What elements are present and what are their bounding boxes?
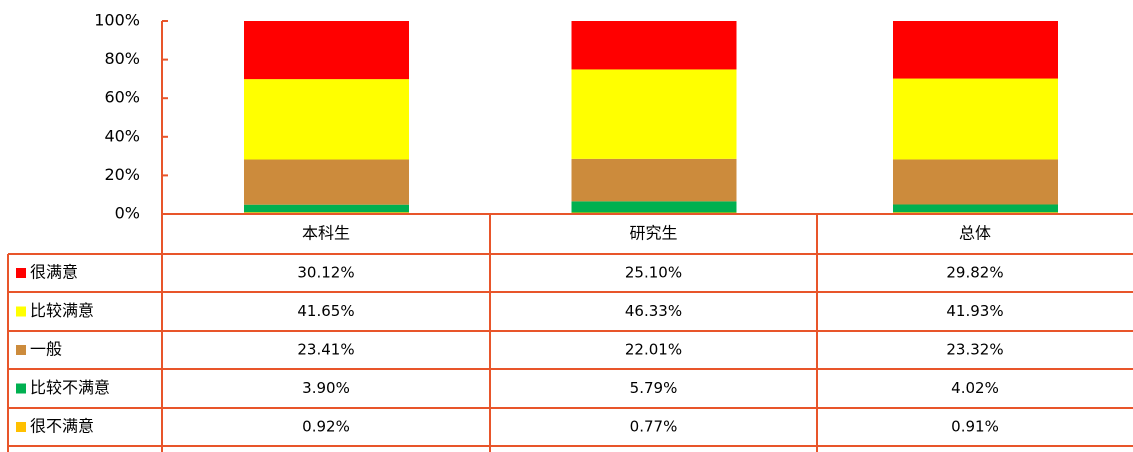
bar-segment <box>244 21 409 80</box>
legend-swatch <box>16 422 26 432</box>
legend-label: 很满意 <box>30 263 78 282</box>
legend-swatch <box>16 345 26 355</box>
bar-segment <box>893 78 1058 160</box>
bar-segment <box>244 204 409 213</box>
legend-label: 很不满意 <box>30 417 94 436</box>
category-label: 总体 <box>959 224 991 243</box>
table-cell: 23.32% <box>946 341 1003 359</box>
table-cell: 41.93% <box>946 302 1003 320</box>
legend-swatch <box>16 383 26 394</box>
y-tick-label: 0% <box>115 204 140 223</box>
category-label: 研究生 <box>629 224 677 243</box>
bar-segment <box>571 21 737 70</box>
bar-segment <box>244 159 409 205</box>
bar-segment <box>893 21 1058 79</box>
table-cell: 30.12% <box>297 264 354 282</box>
y-tick-label: 20% <box>104 165 140 184</box>
legend-label: 比较满意 <box>30 301 94 320</box>
legend-swatch <box>16 306 26 317</box>
table-cell: 25.10% <box>625 264 682 282</box>
table-cell: 22.01% <box>625 341 682 359</box>
table-cell: 41.65% <box>297 302 354 320</box>
y-tick-label: 60% <box>104 88 140 107</box>
legend-swatch <box>16 268 26 278</box>
table-cell: 23.41% <box>297 341 354 359</box>
bar-segment <box>571 69 737 159</box>
y-tick-label: 80% <box>104 49 140 68</box>
table-cell: 46.33% <box>625 302 682 320</box>
table-cell: 3.90% <box>302 379 350 397</box>
table-cell: 29.82% <box>946 264 1003 282</box>
table-cell: 0.77% <box>630 418 678 436</box>
bar-segment <box>244 79 409 160</box>
bar-segment <box>893 204 1058 213</box>
table-cell: 0.92% <box>302 418 350 436</box>
legend-label: 比较不满意 <box>30 378 110 397</box>
table-cell: 5.79% <box>630 379 678 397</box>
table-cell: 0.91% <box>951 418 999 436</box>
bar-segment <box>893 159 1058 205</box>
legend-label: 一般 <box>30 340 62 359</box>
category-label: 本科生 <box>302 224 350 243</box>
y-tick-label: 40% <box>104 126 140 145</box>
table-cell: 4.02% <box>951 379 999 397</box>
y-tick-label: 100% <box>94 11 140 30</box>
bar-segment <box>571 201 737 213</box>
bar-segment <box>571 158 737 202</box>
